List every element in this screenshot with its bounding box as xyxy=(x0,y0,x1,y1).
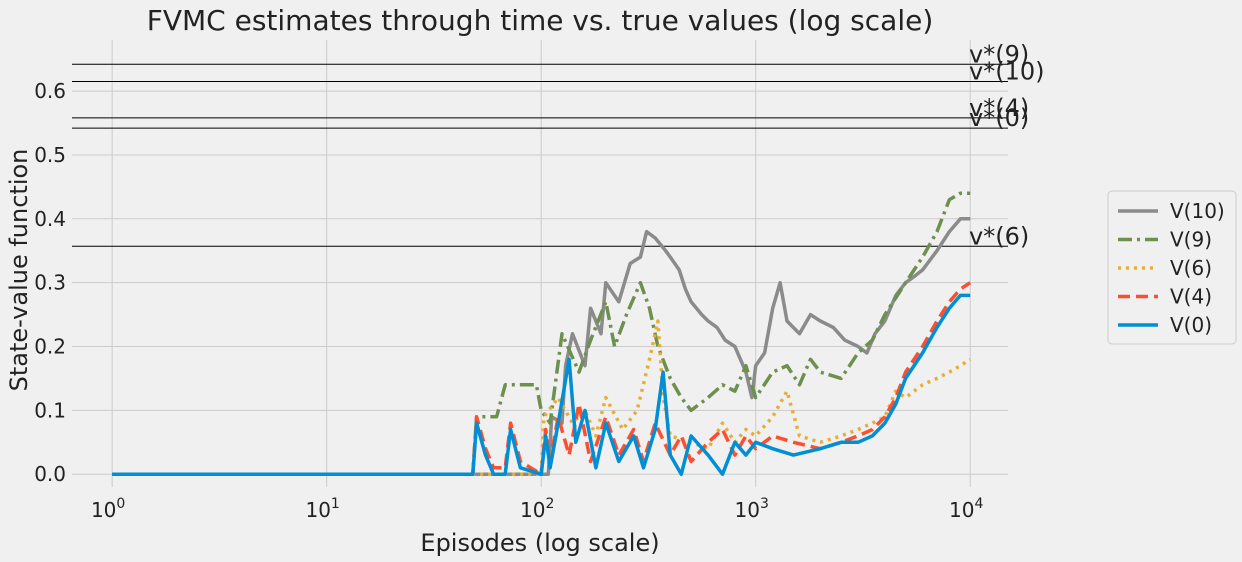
y-axis-label: State-value function xyxy=(5,149,33,392)
y-tick-label: 0.6 xyxy=(34,79,66,103)
legend: V(10) V(9) V(6) V(4) V(0) xyxy=(1107,190,1237,345)
true-value-label: v*(4) xyxy=(969,94,1029,122)
legend-label: V(6) xyxy=(1170,256,1212,280)
chart-title: FVMC estimates through time vs. true val… xyxy=(147,4,934,37)
y-tick-label: 0.0 xyxy=(34,462,66,486)
true-value-label: v*(9) xyxy=(969,40,1029,68)
x-tick-label: 100 xyxy=(91,496,125,522)
series-lines xyxy=(112,191,972,476)
grid xyxy=(72,40,1008,487)
x-tick-label: 104 xyxy=(949,496,983,522)
legend-label: V(4) xyxy=(1170,285,1212,309)
y-tick-labels: 0.0 0.1 0.2 0.3 0.4 0.5 0.6 xyxy=(34,79,66,486)
true-value-lines: v*(9)v*(10) v*(4)v*(0) v*(6) xyxy=(72,40,1044,250)
legend-label: V(0) xyxy=(1170,313,1212,337)
y-tick-label: 0.3 xyxy=(34,271,66,295)
legend-label: V(10) xyxy=(1170,199,1225,223)
series-line-V(0) xyxy=(112,293,971,476)
true-value-label: v*(10) xyxy=(969,58,1044,86)
x-tick-label: 101 xyxy=(305,496,339,522)
true-value-label: v*(6) xyxy=(969,222,1029,250)
y-tick-label: 0.1 xyxy=(34,398,66,422)
y-tick-label: 0.4 xyxy=(34,207,66,231)
x-tick-label: 102 xyxy=(520,496,554,522)
x-tick-labels: 100 101 102 103 104 xyxy=(91,496,984,522)
x-tick-label: 103 xyxy=(735,496,769,522)
true-value-label: v*(0) xyxy=(969,104,1029,132)
legend-box xyxy=(1107,190,1237,345)
y-tick-label: 0.2 xyxy=(34,335,66,359)
legend-label: V(9) xyxy=(1170,228,1212,252)
x-axis-label: Episodes (log scale) xyxy=(420,529,659,557)
y-tick-label: 0.5 xyxy=(34,143,66,167)
series-line-V(10) xyxy=(112,217,971,476)
